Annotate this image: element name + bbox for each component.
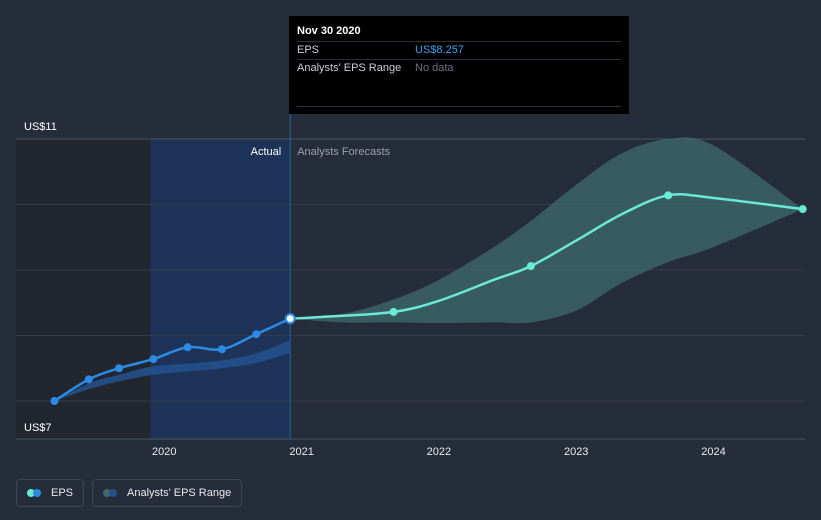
forecast-data-point[interactable] (526, 262, 535, 271)
legend-eps-button[interactable]: EPS (16, 479, 85, 507)
tooltip-date: Nov 30 2020 (297, 25, 361, 37)
chart-legend: EPS Analysts' EPS Range (16, 479, 243, 507)
eps-markers[interactable] (50, 191, 807, 405)
eps-swatch-icon (27, 489, 43, 497)
x-tick-label: 2024 (701, 446, 725, 458)
eps-tooltip: Nov 30 2020 EPS US$8.257 Analysts' EPS R… (289, 16, 629, 114)
range-bands (54, 137, 803, 401)
forecast-data-point[interactable] (798, 205, 807, 214)
actual-region (150, 139, 291, 439)
past-region (16, 139, 151, 439)
legend-eps-label: EPS (51, 487, 74, 499)
eps-data-point[interactable] (84, 375, 93, 384)
actual-label: Actual (251, 146, 282, 158)
actual-range-band (54, 340, 291, 401)
x-tick-label: 2022 (427, 446, 451, 458)
y-tick-label: US$11 (24, 121, 57, 133)
range-swatch-icon (103, 489, 119, 497)
x-tick-label: 2021 (289, 446, 313, 458)
eps-data-point[interactable] (149, 355, 158, 364)
eps-data-point[interactable] (284, 313, 296, 325)
eps-data-point[interactable] (252, 330, 261, 339)
forecast-label: Analysts Forecasts (297, 146, 390, 158)
tooltip-eps-row: EPS US$8.257 (297, 41, 621, 59)
eps-data-point[interactable] (217, 345, 226, 354)
eps-data-point[interactable] (50, 397, 59, 405)
forecast-data-point[interactable] (389, 307, 398, 316)
forecast-data-point[interactable] (664, 191, 673, 200)
axis-labels: US$11 US$7 2020 2021 2022 2023 2024 Actual Analy… (24, 121, 726, 458)
legend-range-label: Analysts' EPS Range (127, 487, 232, 499)
tooltip-range-label: Analysts' EPS Range (297, 62, 402, 74)
eps-data-point[interactable] (183, 343, 192, 352)
tooltip-divider (297, 106, 621, 107)
tooltip-eps-value: US$8.257 (415, 44, 464, 56)
x-tick-label: 2020 (152, 446, 176, 458)
legend-range-button[interactable]: Analysts' EPS Range (92, 479, 243, 507)
y-tick-label: US$7 (24, 422, 52, 434)
grid-lines (16, 114, 805, 440)
chart-regions (16, 139, 291, 439)
tooltip-eps-label: EPS (297, 44, 320, 56)
x-tick-label: 2023 (564, 446, 588, 458)
tooltip-range-row: Analysts' EPS Range No data (297, 59, 621, 77)
eps-data-point[interactable] (114, 364, 123, 373)
forecast-range-band (290, 137, 803, 324)
tooltip-range-value: No data (415, 62, 454, 74)
